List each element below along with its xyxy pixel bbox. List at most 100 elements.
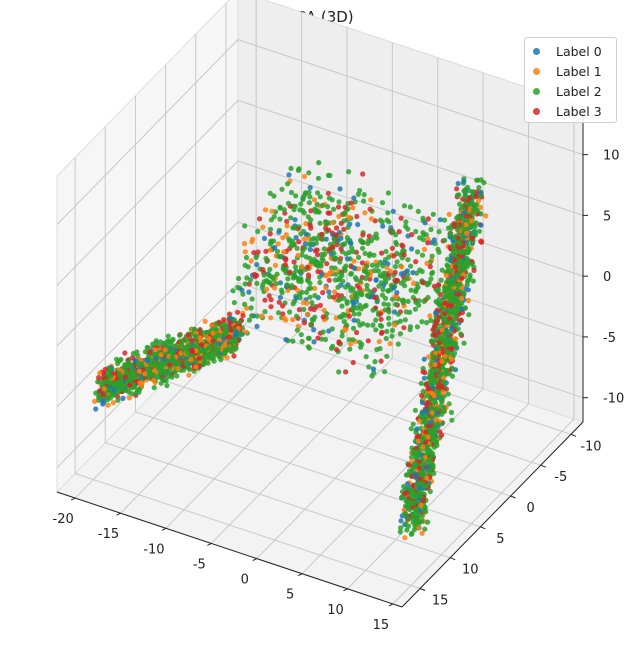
scatter-point	[298, 201, 304, 207]
scatter-point	[410, 270, 416, 276]
legend-item-2: Label 2	[533, 81, 616, 101]
scatter-point	[315, 269, 321, 275]
scatter-point	[425, 236, 431, 242]
scatter-point	[347, 221, 353, 227]
scatter-point	[397, 331, 403, 337]
scatter-point	[439, 399, 445, 405]
scatter-point	[162, 361, 168, 367]
scatter-point	[374, 263, 380, 269]
grid-line-y	[74, 473, 421, 589]
scatter-point	[364, 271, 370, 277]
scatter-point	[319, 231, 325, 237]
scatter-point	[339, 333, 345, 339]
scatter-point	[408, 263, 414, 269]
legend-marker-icon	[533, 67, 540, 75]
scatter-point	[380, 286, 386, 293]
scatter-point	[305, 264, 311, 270]
scatter-point	[261, 272, 267, 278]
scatter-point	[441, 375, 447, 381]
scatter-point	[458, 258, 464, 264]
scatter-point	[207, 344, 213, 350]
scatter-point	[407, 309, 413, 315]
scatter-point	[354, 213, 360, 220]
scatter-point	[348, 270, 354, 277]
scatter-point	[405, 257, 411, 263]
grid-line-z	[237, 160, 584, 277]
scatter-point	[241, 241, 248, 247]
grid-line-z	[56, 221, 239, 408]
scatter-point	[409, 246, 415, 252]
scatter-point	[436, 373, 442, 379]
scatter-point	[357, 302, 363, 308]
scatter-point	[271, 193, 277, 199]
scatter-point	[185, 365, 191, 371]
scatter-point	[97, 370, 103, 376]
scatter-point	[281, 315, 287, 321]
scatter-point	[323, 225, 329, 231]
scatter-point	[449, 290, 455, 296]
scatter-point	[419, 268, 425, 275]
scatter-point	[433, 440, 439, 446]
y-tick-mark	[419, 588, 426, 591]
scatter-point	[452, 257, 458, 263]
scatter-point	[350, 325, 357, 331]
scatter-point	[412, 306, 418, 312]
scatter-point	[288, 285, 294, 291]
scatter-point	[430, 211, 436, 217]
scatter-point	[347, 240, 354, 246]
scatter-point	[373, 277, 379, 283]
scatter-point	[231, 353, 237, 359]
scatter-point	[401, 248, 407, 254]
scatter-point	[294, 313, 300, 319]
scatter-point	[306, 200, 312, 206]
scatter-point	[297, 207, 303, 213]
scatter-point	[442, 300, 448, 306]
z-tick-label: 0	[603, 270, 611, 285]
scatter-point	[276, 299, 282, 305]
scatter-point	[280, 311, 286, 317]
scatter-point	[162, 370, 168, 376]
scatter-point	[478, 189, 484, 195]
scatter-point	[323, 273, 329, 279]
scatter-point	[312, 248, 318, 254]
scatter-point	[414, 455, 420, 461]
scatter-point	[428, 276, 434, 282]
scatter-point	[254, 262, 260, 268]
scatter-point	[445, 391, 451, 397]
scatter-point	[384, 265, 390, 271]
scatter-point	[400, 300, 406, 306]
scatter-point	[426, 280, 432, 286]
scatter-point	[169, 338, 175, 344]
scatter-point	[311, 339, 317, 345]
legend-item-0: Label 0	[533, 41, 616, 61]
scatter-point	[202, 318, 208, 324]
scatter-point	[144, 344, 150, 350]
scatter-point	[248, 305, 254, 311]
scatter-point	[360, 245, 366, 251]
scatter-point	[419, 392, 425, 398]
scatter-point	[144, 357, 150, 364]
scatter-point	[367, 251, 373, 257]
scatter-point	[280, 303, 286, 309]
scatter-point	[342, 284, 348, 290]
scatter-point	[283, 257, 289, 263]
scatter-point	[326, 277, 332, 283]
scatter-point	[412, 491, 418, 497]
scatter-point	[137, 380, 143, 386]
scatter-point	[368, 289, 374, 295]
scatter-point	[189, 349, 196, 355]
scatter-point	[351, 265, 357, 271]
scatter-point	[301, 320, 308, 326]
scatter-point	[359, 260, 365, 266]
scatter-point	[467, 195, 473, 201]
scatter-point	[401, 325, 407, 331]
grid-lines	[56, 0, 584, 605]
scatter-point	[242, 223, 248, 229]
scatter-point	[293, 193, 299, 199]
scatter-point	[378, 311, 384, 317]
scatter-point	[330, 244, 336, 250]
scatter-point	[392, 264, 398, 270]
scatter-point	[360, 232, 366, 238]
x-tick-label: -5	[193, 557, 206, 572]
scatter-point	[402, 270, 408, 276]
